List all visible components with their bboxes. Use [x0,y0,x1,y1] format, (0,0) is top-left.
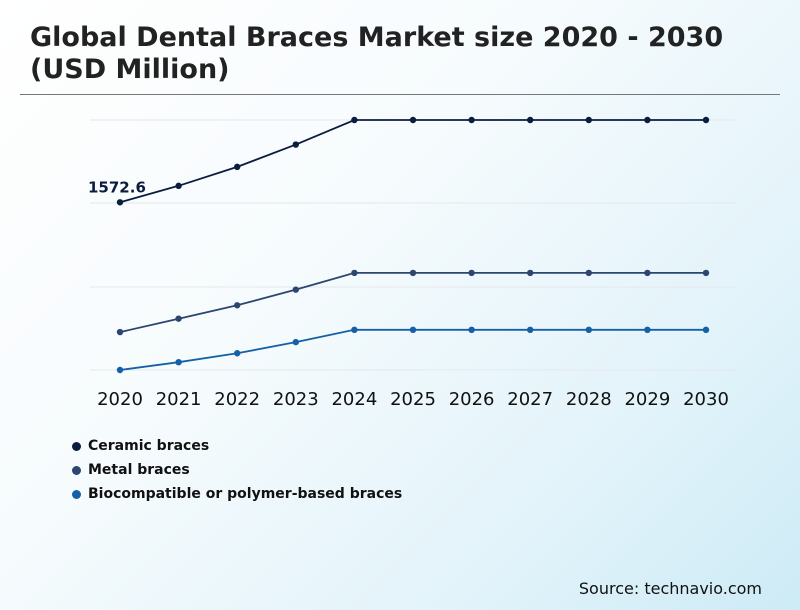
legend-item-metal: Metal braces [72,458,402,482]
data-point-s2-2020 [116,366,124,374]
data-point-s2-2021 [175,358,182,366]
legend-marker-ceramic [72,441,81,451]
data-point-s0-2028 [585,116,592,124]
data-point-s1-2030 [702,269,710,277]
chart-title: Global Dental Braces Market size 2020 - … [30,22,724,85]
legend-item-ceramic: Ceramic braces [72,434,402,458]
data-point-s1-2029 [644,269,651,277]
data-point-s0-2020 [116,199,124,206]
source-credit: Source: technavio.com [578,579,762,598]
data-point-s1-2027 [527,269,534,277]
x-tick-2027: 2027 [507,389,553,410]
data-label-0: 1572.6 [88,178,146,196]
data-point-s2-2024 [351,326,358,334]
data-point-s1-2023 [292,286,299,293]
series-line-1 [119,271,706,333]
x-tick-2022: 2022 [214,389,260,410]
data-point-s1-2028 [585,269,592,277]
data-point-s2-2029 [644,326,651,334]
legend-marker-metal [72,465,81,475]
data-point-s2-2026 [468,326,475,334]
legend-item-biocompatible: Biocompatible or polymer-based braces [72,482,402,506]
data-point-s1-2020 [116,328,124,336]
series-line-0 [119,119,706,204]
data-point-s0-2026 [468,116,475,124]
x-tick-2025: 2025 [390,389,436,410]
x-tick-2024: 2024 [331,389,377,410]
x-tick-2030: 2030 [683,389,729,410]
data-point-s1-2022 [234,302,241,309]
data-point-s0-2023 [292,141,299,148]
data-point-s2-2023 [292,338,299,346]
data-point-s2-2030 [702,326,710,334]
data-point-s2-2027 [527,326,534,334]
data-point-s0-2027 [527,116,534,124]
data-point-s2-2028 [585,326,592,334]
data-point-s2-2022 [234,350,241,357]
data-point-s2-2025 [409,326,417,334]
legend-label-biocompatible: Biocompatible or polymer-based braces [88,486,403,502]
x-tick-2021: 2021 [156,389,202,410]
data-point-s0-2025 [409,116,417,124]
data-point-s1-2021 [175,315,182,322]
data-point-s0-2030 [702,116,710,124]
data-point-s1-2025 [409,269,417,277]
x-tick-2028: 2028 [566,389,612,410]
x-tick-2026: 2026 [449,389,495,410]
data-point-s0-2022 [234,163,241,171]
x-tick-2029: 2029 [624,389,670,410]
x-tick-2023: 2023 [273,389,319,410]
legend-marker-biocompatible [72,489,81,499]
data-point-s1-2026 [468,269,475,277]
legend-label-ceramic: Ceramic braces [88,438,210,454]
chart-legend: Ceramic braces Metal braces Biocompatibl… [72,434,402,506]
title-divider [20,94,780,95]
series-line-2 [119,328,706,371]
data-point-s0-2021 [175,182,182,190]
legend-label-metal: Metal braces [88,462,190,478]
data-point-s0-2029 [644,116,651,124]
data-point-s1-2024 [351,269,358,277]
data-point-s0-2024 [351,116,358,124]
x-tick-2020: 2020 [97,389,143,410]
